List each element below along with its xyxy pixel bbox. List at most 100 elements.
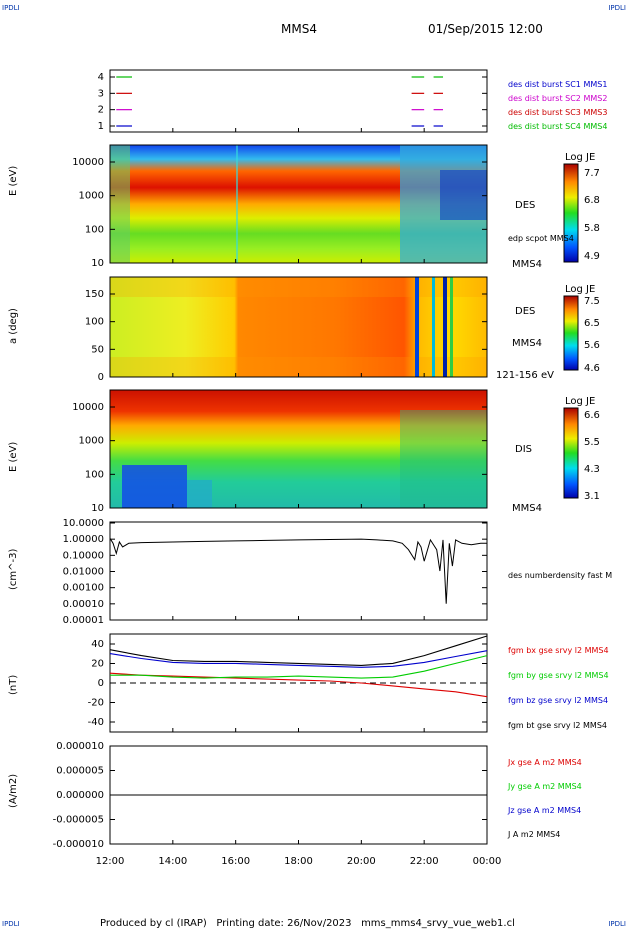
y-tick-label-density: 0.00010 bbox=[63, 599, 104, 610]
panel-label-des-pitch: DES bbox=[515, 306, 536, 317]
colorbar-title: Log JE bbox=[565, 284, 596, 295]
y-tick-label-burst: 3 bbox=[98, 88, 104, 99]
colorbar-title: Log JE bbox=[565, 396, 596, 407]
colorbar-tick: 6.8 bbox=[584, 195, 600, 206]
y-tick-label-burst: 1 bbox=[98, 121, 104, 132]
y-tick-label-des-pitch: 0 bbox=[98, 372, 104, 383]
datetime-title: 01/Sep/2015 12:00 bbox=[428, 22, 543, 36]
current-legend-entry: Jz gse A m2 MMS4 bbox=[507, 806, 581, 815]
colorbar-dis-energy bbox=[563, 407, 579, 499]
x-tick-label: 00:00 bbox=[473, 856, 502, 867]
panel-label-energy-range: 121-156 eV bbox=[496, 370, 554, 381]
panel-burst bbox=[109, 69, 488, 133]
footer: Produced by cl (IRAP) Printing date: 26/… bbox=[100, 918, 540, 929]
x-tick-label: 20:00 bbox=[347, 856, 376, 867]
corner-label: IPDLI bbox=[2, 920, 20, 928]
colorbar-tick: 6.6 bbox=[584, 410, 600, 421]
bfield-series-line bbox=[110, 655, 488, 679]
panel-bfield bbox=[109, 633, 488, 733]
y-tick-label-density: 1.00000 bbox=[63, 534, 104, 545]
y-tick-label-bfield: 20 bbox=[91, 659, 104, 670]
y-tick-label-burst: 2 bbox=[98, 105, 104, 116]
footer-file: mms_mms4_srvy_vue_web1.cl bbox=[361, 918, 515, 929]
panel-des-pitch bbox=[109, 276, 488, 378]
bfield-legend-entry: fgm bt gse srvy l2 MMS4 bbox=[508, 721, 607, 730]
colorbar-des-pitch bbox=[563, 295, 579, 371]
burst-legend-entry: des dist burst SC4 MMS4 bbox=[508, 122, 607, 131]
corner-label: IPDLI bbox=[2, 4, 20, 12]
burst-legend-entry: des dist burst SC2 MMS2 bbox=[508, 94, 607, 103]
colorbar-des-energy bbox=[563, 163, 579, 263]
colorbar-title: Log JE bbox=[565, 152, 596, 163]
ylabel-des-energy: E (eV) bbox=[8, 165, 19, 196]
density-series-line bbox=[109, 538, 487, 604]
panel-label-mms4: MMS4 bbox=[512, 259, 542, 270]
ylabel-bfield: (nT) bbox=[8, 674, 19, 695]
y-tick-label-density: 0.01000 bbox=[63, 567, 104, 578]
footer-printing-date: Printing date: 26/Nov/2023 bbox=[216, 918, 352, 929]
bfield-series-line bbox=[109, 672, 488, 698]
panel-label-des: DES bbox=[515, 200, 536, 211]
y-tick-label-current: 0.000005 bbox=[56, 766, 104, 777]
bfield-legend-entry: fgm by gse srvy l2 MMS4 bbox=[508, 671, 609, 680]
corner-label: IPDLI bbox=[608, 4, 626, 12]
y-tick-label-des-energy: 10000 bbox=[72, 157, 104, 168]
panel-dis-energy bbox=[109, 389, 488, 509]
colorbar-tick: 5.6 bbox=[584, 340, 600, 351]
colorbar-tick: 3.1 bbox=[584, 491, 600, 502]
y-tick-label-density: 10.0000 bbox=[63, 518, 104, 529]
panel-label-dis: DIS bbox=[515, 444, 532, 455]
colorbar-tick: 7.5 bbox=[584, 296, 600, 307]
burst-legend-entry: des dist burst SC1 MMS1 bbox=[508, 80, 607, 89]
y-tick-label-density: 0.00100 bbox=[63, 583, 104, 594]
y-tick-label-bfield: 40 bbox=[91, 639, 104, 650]
panel-des-energy bbox=[109, 144, 488, 264]
y-tick-label-current: -0.000010 bbox=[53, 839, 104, 850]
ylabel-des-pitch: a (deg) bbox=[8, 308, 19, 344]
x-tick-label: 16:00 bbox=[221, 856, 250, 867]
ylabel-density: (cm^-3) bbox=[8, 548, 19, 590]
y-tick-label-dis-energy: 10000 bbox=[72, 402, 104, 413]
y-tick-label-current: 0.000010 bbox=[56, 741, 104, 752]
panel-density bbox=[109, 521, 488, 621]
colorbar-tick: 4.9 bbox=[584, 251, 600, 262]
x-tick-label: 12:00 bbox=[96, 856, 125, 867]
y-tick-label-burst: 4 bbox=[98, 72, 104, 83]
panel-label-mms4-dis: MMS4 bbox=[512, 503, 542, 514]
panel-overlay-label: edp scpot MMS4 bbox=[508, 234, 574, 243]
current-legend-entry: J A m2 MMS4 bbox=[507, 830, 560, 839]
y-tick-label-density: 0.00001 bbox=[63, 615, 104, 626]
x-tick-label: 18:00 bbox=[284, 856, 313, 867]
y-tick-label-dis-energy: 100 bbox=[85, 469, 104, 480]
colorbar-tick: 6.5 bbox=[584, 318, 600, 329]
bfield-legend-entry: fgm bx gse srvy l2 MMS4 bbox=[508, 646, 609, 655]
corner-label: IPDLI bbox=[608, 920, 626, 928]
footer-produced-by: Produced by cl (IRAP) bbox=[100, 918, 207, 929]
colorbar-tick: 5.5 bbox=[584, 437, 600, 448]
ylabel-current: (A/m2) bbox=[8, 773, 19, 808]
colorbar-tick: 4.3 bbox=[584, 464, 600, 475]
y-tick-label-bfield: 0 bbox=[98, 678, 104, 689]
y-tick-label-bfield: -40 bbox=[88, 717, 104, 728]
bfield-legend-entry: fgm bz gse srvy l2 MMS4 bbox=[508, 696, 608, 705]
y-tick-label-bfield: -20 bbox=[88, 698, 104, 709]
spacecraft-title: MMS4 bbox=[281, 22, 317, 36]
y-tick-label-current: 0.000000 bbox=[56, 790, 104, 801]
panel-label-mms4-pitch: MMS4 bbox=[512, 338, 542, 349]
bfield-series-line bbox=[109, 635, 488, 666]
bfield-series-line bbox=[109, 650, 488, 668]
density-legend-entry: des numberdensity fast M bbox=[508, 571, 612, 580]
ylabel-dis-energy: E (eV) bbox=[8, 441, 19, 472]
y-tick-label-des-pitch: 50 bbox=[91, 344, 104, 355]
current-legend-entry: Jx gse A m2 MMS4 bbox=[507, 758, 582, 767]
current-legend-entry: Jy gse A m2 MMS4 bbox=[507, 782, 582, 791]
y-tick-label-density: 0.10000 bbox=[63, 550, 104, 561]
y-tick-label-des-energy: 100 bbox=[85, 224, 104, 235]
y-tick-label-des-energy: 1000 bbox=[79, 191, 104, 202]
y-tick-label-current: -0.000005 bbox=[53, 815, 104, 826]
colorbar-tick: 4.6 bbox=[584, 363, 600, 374]
burst-legend-entry: des dist burst SC3 MMS3 bbox=[508, 108, 607, 117]
x-tick-label: 22:00 bbox=[410, 856, 439, 867]
y-tick-label-des-pitch: 100 bbox=[85, 317, 104, 328]
